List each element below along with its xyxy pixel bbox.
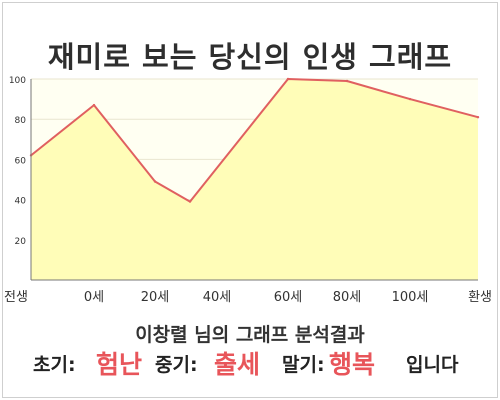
- data-point-4: [286, 77, 290, 81]
- result-tail: 입니다: [406, 347, 458, 383]
- series-area-fill: [31, 79, 478, 280]
- early-stage-value: 험난: [96, 347, 142, 383]
- analysis-subtitle: 이창렬 님의 그래프 분석결과: [135, 324, 365, 346]
- x-tick-7: 환생: [468, 290, 492, 305]
- mid-stage-value: 출세: [214, 347, 260, 383]
- y-tick-60: 60: [15, 156, 27, 166]
- y-tick-80: 80: [15, 116, 27, 126]
- x-tick-labels: 전생 0세 20세 40세 60세 80세 100세 환생: [4, 290, 492, 305]
- x-tick-5: 80세: [333, 290, 362, 305]
- series-line: [30, 78, 479, 203]
- x-tick-2: 20세: [141, 290, 170, 305]
- early-value: 험난: [96, 350, 143, 379]
- life-graph-chart: 20 40 60 80 100 전생 0세 20세 40세 60세 80세 100세 환생: [4, 76, 492, 305]
- data-point-5: [345, 79, 349, 83]
- late-label: 말기:: [282, 354, 325, 376]
- area-fill-layer: [29, 77, 480, 280]
- mid-value: 출세: [214, 350, 261, 379]
- data-point-3: [188, 200, 192, 203]
- data-point-1: [92, 103, 96, 107]
- chart-title: 재미로 보는 당신의 인생 그래프: [47, 40, 453, 74]
- data-point-7: [476, 115, 480, 119]
- data-point-6: [408, 97, 412, 101]
- mid-stage: 중기:: [155, 347, 198, 383]
- x-tick-0: 전생: [4, 290, 28, 305]
- early-stage: 초기:: [33, 347, 76, 383]
- mid-label: 중기:: [155, 354, 198, 376]
- x-tick-4: 60세: [274, 290, 303, 305]
- result-tail-text: 입니다: [406, 354, 459, 376]
- x-tick-1: 0세: [84, 290, 104, 305]
- y-tick-100: 100: [9, 76, 26, 86]
- late-value: 행복: [329, 350, 376, 379]
- x-tick-3: 40세: [203, 290, 232, 305]
- x-tick-6: 100세: [392, 290, 429, 305]
- y-tick-40: 40: [15, 197, 27, 207]
- late-stage: 말기:: [282, 347, 325, 383]
- axes: [30, 79, 478, 281]
- data-point-2: [153, 180, 157, 183]
- y-tick-labels: 20 40 60 80 100: [9, 76, 26, 247]
- y-tick-20: 20: [15, 237, 27, 247]
- early-label: 초기:: [33, 354, 76, 376]
- late-stage-value: 행복: [329, 347, 375, 383]
